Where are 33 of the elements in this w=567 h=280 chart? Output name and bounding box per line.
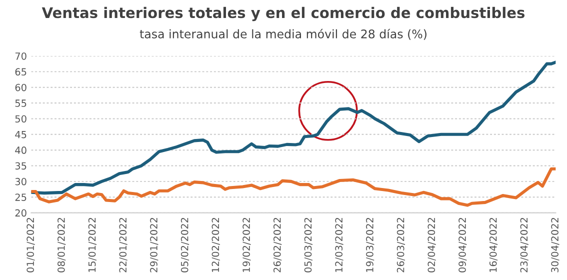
x-tick-label: 23/04/2022 — [520, 218, 528, 272]
x-tick-label: 05/02/2022 — [180, 218, 190, 272]
x-tick-label: 29/01/2022 — [150, 218, 158, 272]
x-tick-label: 30/04/2022 — [551, 218, 560, 272]
chart-title: Ventas interiores totales y en el comercio de combustibles — [42, 6, 525, 22]
x-tick-label: 01/01/2022 — [26, 218, 35, 272]
line-series — [31, 60, 556, 195]
line-series — [31, 167, 556, 207]
x-tick-label: 19/02/2022 — [242, 218, 251, 272]
y-tick-label: 30 — [15, 178, 26, 186]
x-tick-label: 09/04/2022 — [458, 218, 467, 272]
x-tick-label: 08/01/2022 — [58, 218, 66, 272]
x-tick-label: 19/03/2022 — [366, 218, 374, 272]
y-tick-label: 70 — [15, 52, 26, 60]
y-tick-label: 65 — [15, 68, 26, 76]
x-tick-label: 05/03/2022 — [304, 218, 312, 272]
y-tick-label: 40 — [15, 146, 26, 154]
y-tick-label: 55 — [15, 100, 26, 107]
y-tick-label: 45 — [15, 131, 26, 138]
chart-subtitle: tasa interanual de la media móvil de 28 días (%) — [140, 28, 426, 40]
y-tick-label: 60 — [15, 84, 26, 92]
x-tick-label: 02/04/2022 — [428, 218, 436, 272]
x-tick-label: 22/01/2022 — [119, 218, 128, 272]
y-tick-label: 25 — [15, 194, 26, 201]
y-tick-label: 50 — [15, 115, 26, 123]
x-tick-label: 15/01/2022 — [88, 218, 96, 272]
x-tick-label: 26/03/2022 — [396, 218, 405, 272]
x-tick-label: 26/02/2022 — [273, 218, 282, 272]
y-tick-label: 35 — [15, 162, 26, 170]
y-tick-label: 20 — [15, 209, 26, 217]
x-tick-label: 12/02/2022 — [212, 218, 220, 272]
x-tick-label: 12/03/2022 — [335, 218, 344, 272]
x-tick-label: 16/04/2022 — [489, 218, 498, 272]
